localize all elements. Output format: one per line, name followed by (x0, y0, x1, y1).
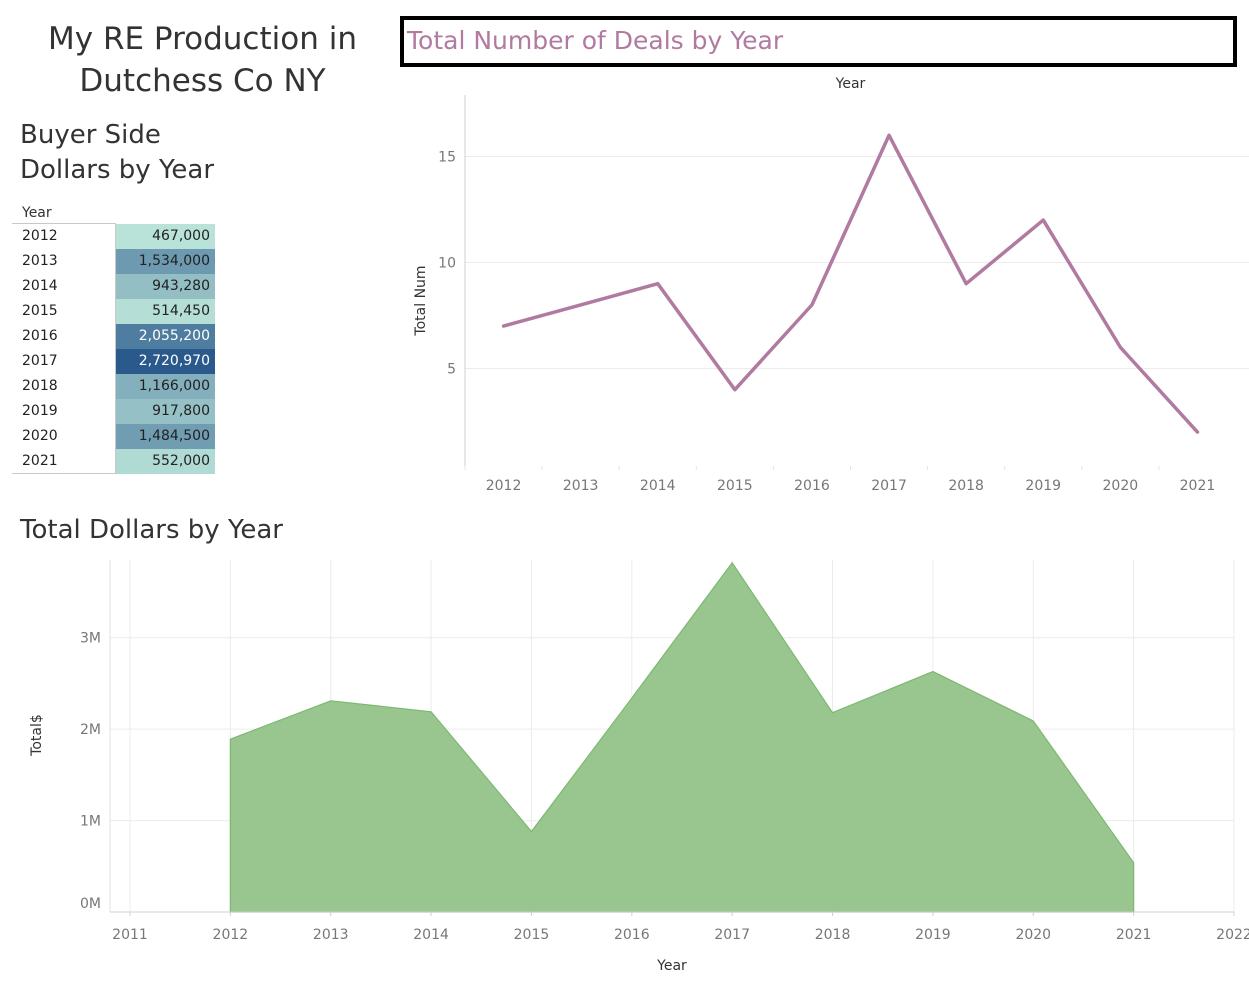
area-chart-y-axis-title: Total$ (29, 714, 45, 757)
buyer-table-row-divider (115, 224, 116, 474)
area-chart-x-tick-label: 2019 (915, 927, 951, 943)
area-chart-y-tick-label: 0M (80, 896, 101, 912)
line-chart-y-tick-label: 15 (438, 149, 456, 165)
buyer-table-header-divider (12, 223, 116, 224)
line-chart-x-tick-label: 2014 (640, 478, 676, 494)
buyer-table-title-line-1: Buyer Side (20, 120, 161, 150)
table-row-year: 2018 (22, 378, 58, 394)
line-chart-x-tick-label: 2020 (1103, 478, 1139, 494)
table-cell-value[interactable]: 467,000 (116, 224, 215, 249)
line-chart-x-tick-label: 2015 (717, 478, 753, 494)
line-chart-title-box[interactable]: Total Number of Deals by Year (400, 16, 1237, 67)
table-row-year: 2021 (22, 453, 58, 469)
table-row-year: 2017 (22, 353, 58, 369)
line-chart-x-tick-label: 2019 (1025, 478, 1061, 494)
line-chart-gridlines (465, 155, 1249, 369)
area-chart-x-axis-title: Year (656, 958, 687, 974)
table-row-year: 2012 (22, 228, 58, 244)
line-chart-x-tick-label: 2016 (794, 478, 830, 494)
area-chart-x-tick-label: 2021 (1116, 927, 1152, 943)
area-chart-y-tick-label: 2M (80, 722, 101, 738)
area-chart-x-tick-label: 2013 (313, 927, 349, 943)
table-cell-value[interactable]: 1,166,000 (116, 374, 215, 399)
buyer-table-bottom-divider (12, 473, 116, 474)
area-chart-x-tick-label: 2018 (815, 927, 851, 943)
area-chart-x-tick-label: 2020 (1015, 927, 1051, 943)
table-row-year: 2013 (22, 253, 58, 269)
table-row-year: 2019 (22, 403, 58, 419)
dashboard-title-line-1: My RE Production in (48, 21, 357, 57)
area-chart-x-tick-label: 2016 (614, 927, 650, 943)
line-chart-x-tick-label: 2012 (486, 478, 522, 494)
buyer-table-title-line-2: Dollars by Year (20, 155, 215, 185)
table-row-year: 2015 (22, 303, 58, 319)
area-chart-y-tick-label: 1M (80, 814, 101, 830)
line-chart-y-tick-label: 10 (438, 255, 456, 271)
table-cell-value[interactable]: 1,484,500 (116, 424, 215, 449)
line-chart-y-axis-title: Total Num (413, 265, 429, 336)
table-row-year: 2016 (22, 328, 58, 344)
table-cell-value[interactable]: 917,800 (116, 399, 215, 424)
line-chart-title: Total Number of Deals by Year (407, 26, 784, 55)
deals-series-line (501, 133, 1200, 434)
buyer-table-title: Buyer Side Dollars by Year (20, 118, 280, 188)
table-cell-value[interactable]: 1,534,000 (116, 249, 215, 274)
line-chart-x-tick-label: 2017 (871, 478, 907, 494)
area-chart-x-tick-label: 2011 (112, 927, 148, 943)
line-chart-x-tick-label: 2021 (1180, 478, 1216, 494)
line-chart-x-tick-label: 2013 (563, 478, 599, 494)
deals-line-chart[interactable]: 2012 2013 2014 2015 2016 2017 2018 2019 2020 2021… (400, 70, 1249, 500)
area-chart-x-tick-label: 2017 (714, 927, 750, 943)
table-cell-value[interactable]: 2,720,970 (116, 349, 215, 374)
table-row-year: 2020 (22, 428, 58, 444)
dollars-series-area (229, 561, 1135, 913)
area-chart-x-tick-label: 2015 (514, 927, 550, 943)
buyer-table-column-header[interactable]: Year (22, 205, 52, 221)
table-row-year: 2014 (22, 278, 58, 294)
area-chart-y-tick-label: 3M (80, 631, 101, 647)
dashboard-title: My RE Production in Dutchess Co NY (20, 18, 385, 102)
table-cell-value[interactable]: 552,000 (116, 449, 215, 474)
area-chart-x-tick-label: 2012 (213, 927, 249, 943)
table-cell-value[interactable]: 514,450 (116, 299, 215, 324)
line-chart-y-tick-label: 5 (447, 361, 456, 377)
dashboard-title-line-2: Dutchess Co NY (79, 63, 326, 99)
table-cell-value[interactable]: 943,280 (116, 274, 215, 299)
area-chart-x-tick-label: 2022 (1216, 927, 1249, 943)
line-chart-x-axis-title: Year (835, 76, 866, 92)
table-cell-value[interactable]: 2,055,200 (116, 324, 215, 349)
area-chart-x-tick-label: 2014 (413, 927, 449, 943)
area-chart-title: Total Dollars by Year (20, 515, 283, 545)
line-chart-x-tick-label: 2018 (948, 478, 984, 494)
dollars-area-chart[interactable]: 2011 2012 2013 2014 2015 2016 2017 2018 2019 2020… (0, 550, 1249, 999)
